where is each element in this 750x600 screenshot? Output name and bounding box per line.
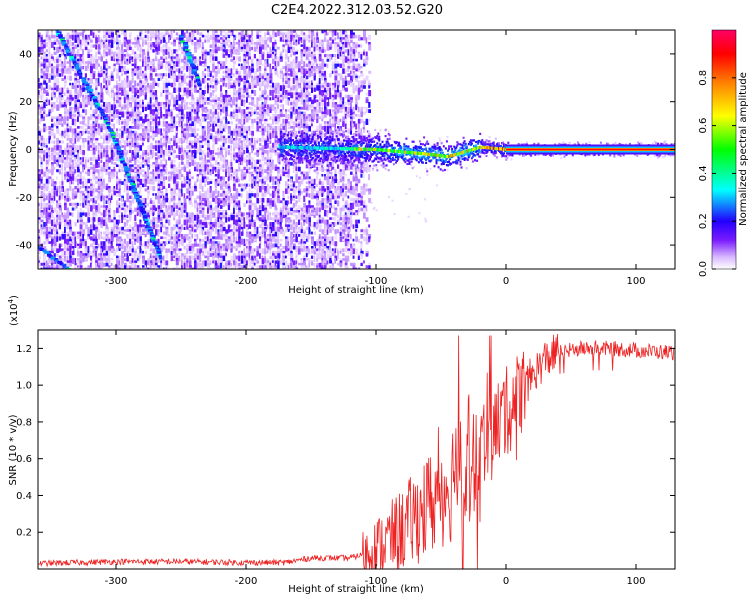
y-tick-label: 0.4 bbox=[16, 491, 32, 502]
snr-ylabel: SNR (10 * v/v) bbox=[8, 414, 19, 485]
y-tick-label: 20 bbox=[19, 97, 32, 108]
snr-multiplier: (x104) bbox=[7, 295, 20, 326]
x-tick-label: -100 bbox=[365, 576, 388, 587]
colorbar-tick-label: 0.6 bbox=[698, 118, 709, 134]
spectrogram-ylabel: Frequency (Hz) bbox=[8, 111, 19, 187]
x-tick-label: 100 bbox=[626, 276, 645, 287]
snr-series bbox=[38, 333, 675, 569]
y-tick-label: -20 bbox=[16, 193, 32, 204]
y-tick-label: 0 bbox=[26, 145, 32, 156]
y-tick-label: 0.2 bbox=[16, 528, 32, 539]
chart-title: C2E4.2022.312.03.52.G20 bbox=[271, 3, 443, 18]
colorbar-gradient bbox=[711, 29, 737, 270]
x-tick-label: 0 bbox=[503, 276, 509, 287]
colorbar-tick-label: 0.2 bbox=[698, 213, 709, 229]
diagonal-trace bbox=[178, 34, 202, 87]
x-tick-label: -200 bbox=[235, 576, 258, 587]
snr-panel: -300 -200 -100 0 100 0.2 0.4 0.6 0.8 1.0 1.2 Heigh… bbox=[7, 295, 676, 595]
x-tick-label: -300 bbox=[105, 576, 128, 587]
colorbar-tick-label: 0.4 bbox=[698, 165, 709, 181]
colorbar-tick-label: 0.0 bbox=[698, 261, 709, 277]
y-tick-label: -40 bbox=[16, 241, 32, 252]
carrier-peak bbox=[506, 148, 675, 151]
colorbar-label: Normalized spectral amplitude bbox=[738, 72, 749, 226]
x-tick-label: -200 bbox=[235, 276, 258, 287]
x-tick-label: 0 bbox=[503, 576, 509, 587]
x-tick-label: 100 bbox=[626, 576, 645, 587]
diagonal-trace bbox=[55, 30, 163, 260]
carrier-band bbox=[278, 127, 675, 174]
y-tick-label: 0.8 bbox=[16, 417, 32, 428]
snr-axes: -300 -200 -100 0 100 0.2 0.4 0.6 0.8 1.0 1.2 bbox=[16, 330, 675, 587]
y-tick-label: 40 bbox=[19, 49, 32, 60]
snr-line bbox=[38, 333, 675, 569]
spectrogram-image bbox=[38, 30, 675, 269]
y-tick-label: 1.2 bbox=[16, 344, 32, 355]
snr-frame bbox=[37, 329, 676, 570]
colorbar: 0.0 0.2 0.4 0.6 0.8 Normalized spectral ampl… bbox=[698, 29, 749, 277]
y-tick-label: 0.6 bbox=[16, 454, 32, 465]
colorbar-tick-label: 0.8 bbox=[698, 70, 709, 86]
snr-xlabel: Height of straight line (km) bbox=[288, 584, 424, 595]
spectrogram-xlabel: Height of straight line (km) bbox=[288, 285, 424, 296]
x-tick-label: -300 bbox=[105, 276, 128, 287]
colorbar-ticks: 0.0 0.2 0.4 0.6 0.8 bbox=[698, 70, 736, 277]
y-tick-label: 1.0 bbox=[16, 381, 32, 392]
x-tick-label: -100 bbox=[365, 276, 388, 287]
